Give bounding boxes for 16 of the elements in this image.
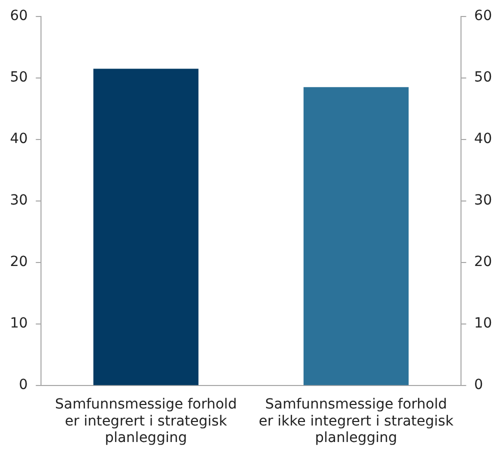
y-tick-label: 40 [10,131,28,148]
x-tick-label: Samfunnsmessige forhold er ikke integrert i strategisk planlegging [258,396,454,446]
y2-tick-label: 30 [474,192,492,209]
y2-tick-label: 0 [474,377,484,394]
y2-tick-label: 40 [474,131,492,148]
y2-tick-label: 60 [474,8,492,24]
y2-tick-label: 20 [474,254,492,270]
y-tick-label: 0 [18,377,28,394]
y2-tick-label: 50 [474,70,492,86]
y-tick-label: 50 [10,70,28,86]
y-tick-label: 30 [10,192,28,209]
y-tick-label: 60 [10,8,28,24]
y-tick-label: 10 [10,316,28,332]
y2-tick-label: 10 [474,316,492,332]
y-tick-label: 20 [10,254,28,270]
x-tick-label: Samfunnsmessige forhold er integrert i strategisk planlegging [54,396,237,446]
